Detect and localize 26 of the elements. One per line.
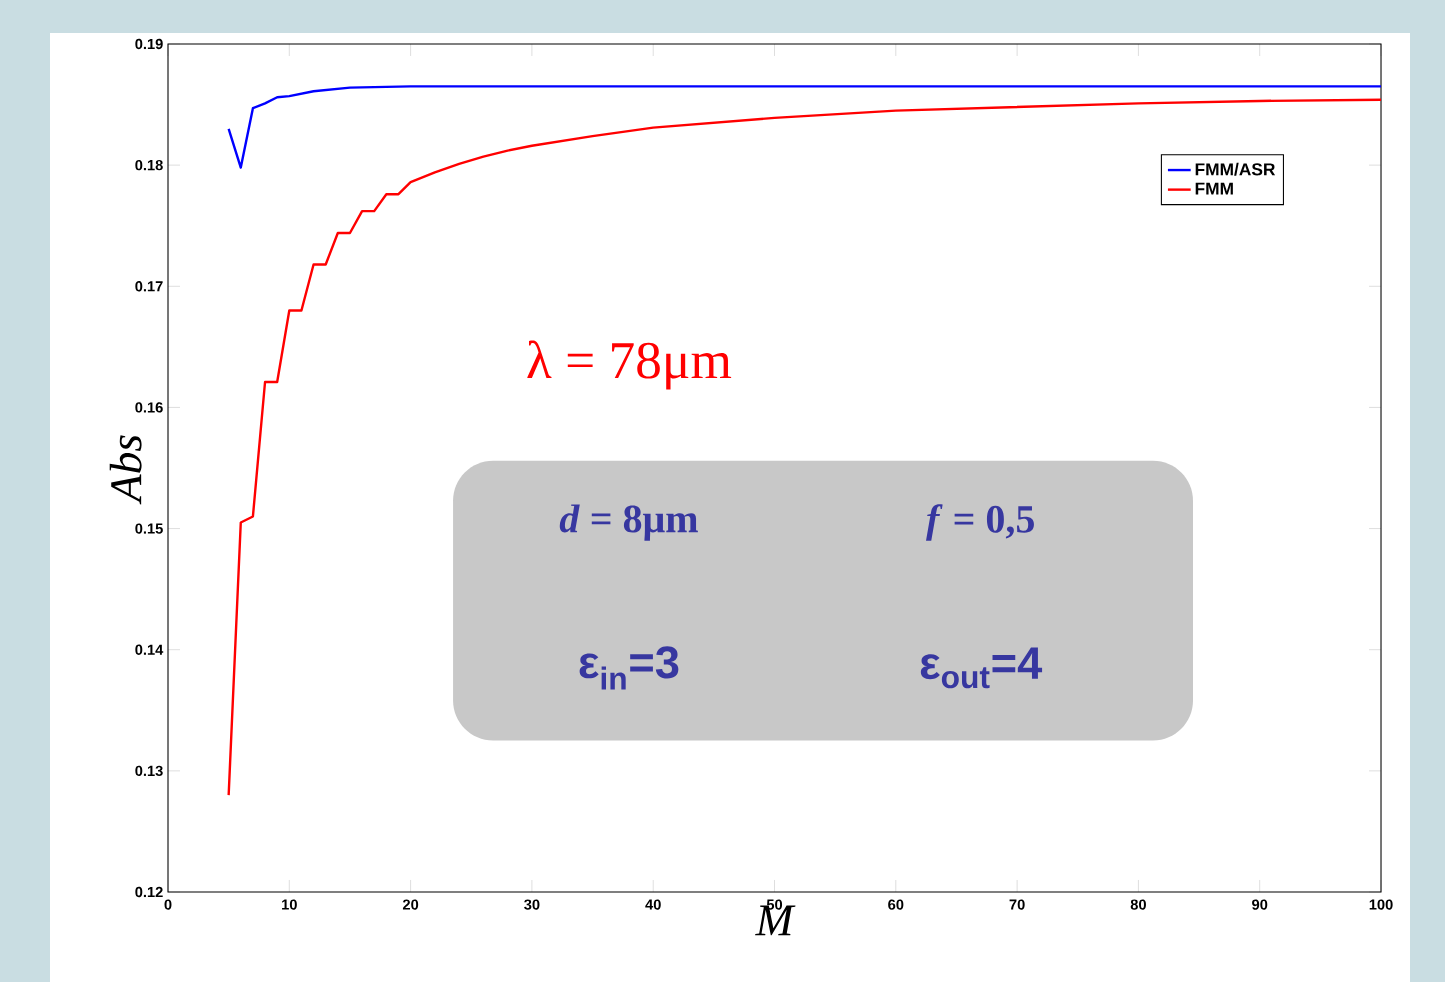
legend-label: FMM/ASR (1195, 162, 1276, 176)
x-tick-label: 90 (1252, 899, 1268, 910)
annotation: λ = 78μm (527, 340, 732, 390)
y-tick-label: 0.19 (135, 38, 163, 50)
y-tick-label: 0.15 (135, 523, 163, 534)
x-tick-label: 60 (888, 899, 904, 910)
y-axis-title: Abs (109, 435, 142, 505)
annotation: d = 8μm (559, 504, 698, 541)
x-tick-label: 30 (524, 899, 540, 910)
x-tick-label: 40 (645, 899, 661, 910)
annotation: f = 0,5 (926, 504, 1034, 541)
y-tick-label: 0.13 (135, 765, 163, 777)
annotation: ε$_{out}$=4 (920, 647, 1043, 689)
x-tick-label: 100 (1369, 899, 1393, 910)
x-tick-label: 20 (402, 899, 419, 910)
annotation: ε$_{in}$=3 (579, 646, 679, 690)
y-tick-label: 0.17 (135, 281, 163, 292)
x-tick-label: 80 (1130, 899, 1146, 910)
y-tick-label: 0.12 (135, 886, 163, 898)
y-tick-label: 0.16 (135, 402, 163, 413)
legend-label: FMM (1195, 182, 1233, 195)
y-tick-label: 0.14 (135, 644, 164, 655)
x-tick-label: 10 (282, 899, 297, 910)
y-tick-label: 0.18 (135, 159, 163, 171)
x-tick-label: 0 (164, 899, 172, 910)
x-tick-label: 70 (1009, 899, 1025, 910)
